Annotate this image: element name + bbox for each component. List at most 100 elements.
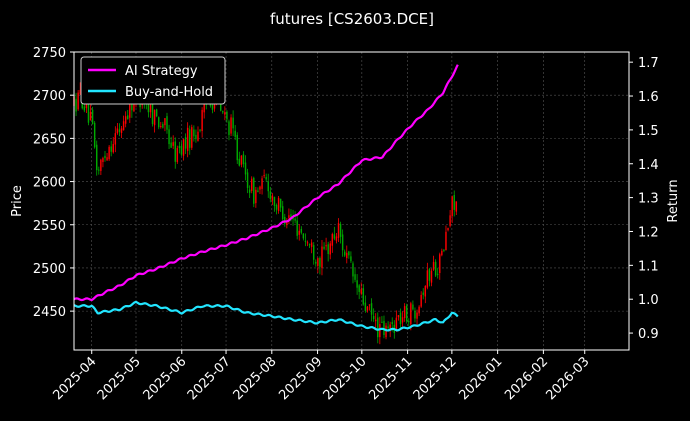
y-tick-label-right: 1.2 [638,225,659,240]
candle-body [98,169,100,171]
candle-body [224,112,226,115]
candle-body [395,317,398,331]
candle-body [261,178,263,189]
candle-body [197,131,199,141]
candle-body [383,320,385,335]
candle-body [416,312,418,319]
candle-body [321,246,323,268]
candle-body [124,116,127,124]
candle-body [366,306,369,311]
candle-body [222,110,224,113]
candle-body [253,177,255,204]
candle-body [418,306,420,314]
candle-body [248,189,251,193]
candle-body [443,249,445,251]
candles [73,82,458,345]
series-lines [73,64,459,332]
candle-body [333,234,336,239]
candle-body [298,230,300,235]
candle-body [122,121,125,131]
candle-body [232,117,234,129]
candle-body [240,155,243,165]
candle-body [319,257,321,267]
candle-body [176,148,179,162]
candle-body [389,324,391,330]
candle-body [236,134,238,161]
y-tick-label-right: 1.0 [638,293,659,308]
candle-body [191,127,193,148]
candle-body [106,157,108,161]
candle-body [426,270,429,288]
candle-body [436,273,439,275]
candle-body [343,251,346,256]
candle-body [315,261,317,264]
candle-body [147,100,150,113]
candle-body [203,101,205,113]
candle-body [387,326,389,329]
candle-body [273,196,276,206]
candle-body [288,215,290,219]
candle-body [405,305,408,322]
y-axis-label-left: Price [10,185,25,217]
candle-body [162,124,164,128]
candle-body [358,285,360,292]
candle-body [172,142,174,146]
candle-body [234,130,236,137]
candle-body [195,135,197,140]
y-tick-label-right: 0.9 [638,327,659,342]
candle-body [275,204,278,210]
candle-body [79,89,81,94]
right-axis: 0.9 1.0 1.1 1.2 1.3 1.4 1.5 1.6 1.7 [629,56,659,342]
y-tick-label-left: 2600 [33,176,66,191]
candle-body [381,321,383,323]
candle-body [219,101,222,111]
candle-body [374,319,377,322]
candle-body [441,250,443,256]
candle-body [199,129,201,131]
candle-body [399,312,402,325]
candle-body [356,280,358,288]
candle-body [75,98,77,112]
candle-body [269,191,272,199]
y-tick-label-right: 1.4 [638,158,659,173]
candle-body [296,220,298,236]
candle-body [211,104,214,110]
candle-body [300,228,303,233]
candle-body [168,129,170,145]
candle-body [335,236,338,241]
y-tick-label-right: 1.5 [638,124,659,139]
candle-body [292,217,294,220]
candle-body [294,218,296,221]
candle-body [337,223,340,238]
candle-body [226,111,228,120]
candle-body [277,197,280,211]
left-axis: 2450 2500 2550 2600 2650 2700 2750 [33,46,74,320]
y-tick-label-right: 1.6 [638,90,659,105]
candle-body [151,102,154,124]
candle-body [397,315,400,318]
candle-body [174,141,176,162]
candle-body [255,189,257,204]
candle-body [149,104,152,113]
candle-body [286,220,288,226]
candle-body [201,109,203,132]
candle-body [89,111,92,121]
series-line-ai-strategy [73,64,459,302]
candle-body [160,126,162,128]
candle-body [271,195,274,201]
y-tick-label-left: 2500 [33,262,66,277]
candle-body [93,122,96,148]
candle-body [267,181,269,192]
candle-body [362,288,365,305]
candle-body [327,244,329,255]
candle-body [116,128,119,134]
candle-body [391,322,393,325]
candle-body [439,254,441,274]
candle-body [451,196,453,217]
candle-body [104,155,106,159]
candle-body [403,306,406,319]
candle-body [170,142,172,148]
candle-body [434,261,437,276]
candle-body [110,146,112,152]
candle-body [180,146,183,155]
